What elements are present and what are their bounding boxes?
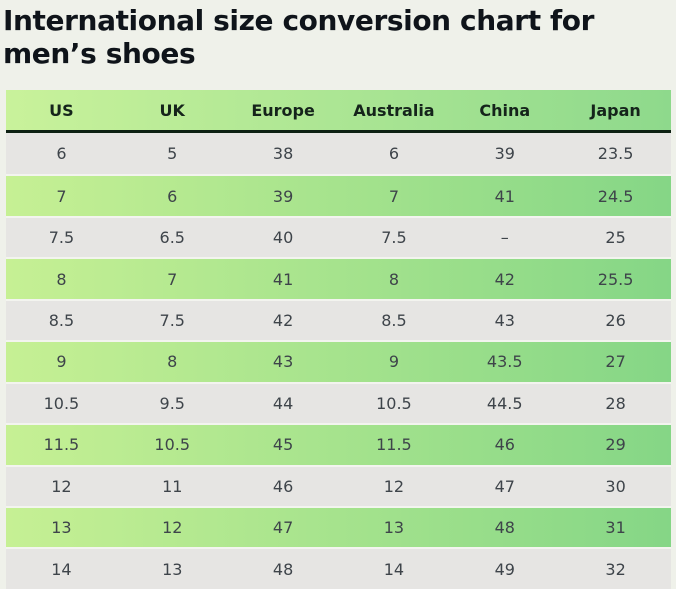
size-cell: 25: [605, 228, 626, 248]
table-row: 6 5 38 6 39 23.5: [6, 133, 671, 175]
size-cell: 9.5: [159, 393, 185, 413]
size-cell: 31: [605, 518, 626, 538]
column-header-us: US: [49, 100, 74, 120]
table-row: 11.5 10.5 45 11.5 46 29: [6, 423, 671, 465]
table-row: 12 11 46 12 47 30: [6, 464, 671, 506]
size-cell: 30: [605, 476, 626, 496]
size-cell: 7.5: [381, 228, 407, 248]
size-cell: 41: [272, 269, 294, 289]
page-title: International size conversion chart for …: [0, 0, 676, 70]
size-cell: 28: [605, 393, 626, 413]
size-cell: 12: [383, 476, 405, 496]
size-cell: 14: [51, 559, 72, 579]
size-cell: 7: [388, 186, 399, 206]
size-cell: 7: [167, 269, 178, 289]
size-cell: 38: [272, 144, 294, 164]
table-row: 8.5 7.5 42 8.5 43 26: [6, 298, 671, 341]
table-row: 7 6 39 7 41 24.5: [6, 174, 671, 216]
size-cell: 14: [383, 559, 405, 579]
size-cell: 25.5: [597, 269, 634, 289]
table-row: 10.5 9.5 44 10.5 44.5 28: [6, 381, 671, 424]
size-cell: 7.5: [159, 310, 185, 330]
column-header-china: China: [479, 100, 531, 120]
size-cell: 41: [494, 186, 515, 206]
size-cell: 9: [388, 352, 399, 372]
size-cell: 42: [494, 269, 515, 289]
page-title-line-1: International size conversion chart for: [3, 4, 595, 37]
size-cell: 46: [494, 435, 515, 455]
table-row: 13 12 47 13 48 31: [6, 505, 671, 548]
size-cell: 26: [605, 310, 626, 330]
size-cell: 11.5: [43, 435, 80, 455]
size-cell: 8.5: [48, 310, 75, 330]
size-cell: 43: [272, 352, 294, 372]
size-cell: 48: [494, 518, 515, 538]
size-cell: 12: [162, 518, 183, 538]
size-cell: 45: [272, 435, 294, 455]
size-cell: 39: [272, 186, 294, 206]
size-cell: 11.5: [376, 435, 412, 455]
page-title-line-2: men’s shoes: [3, 37, 196, 70]
size-cell: 7.5: [48, 228, 75, 248]
size-cell: 13: [51, 518, 72, 538]
column-header-australia: Australia: [353, 100, 435, 120]
size-cell: 29: [605, 435, 626, 455]
column-header-japan: Japan: [590, 100, 641, 120]
size-cell: 49: [494, 559, 515, 579]
table-header-row: US UK Europe Australia China Japan: [6, 90, 671, 133]
size-cell: 6: [56, 144, 67, 164]
size-cell: 10.5: [376, 393, 412, 413]
size-cell: –: [500, 228, 509, 248]
size-cell: 11: [162, 476, 183, 496]
size-cell: 47: [494, 476, 515, 496]
column-header-europe: Europe: [251, 100, 315, 120]
table-row: 14 13 48 14 49 32: [6, 547, 671, 589]
size-cell: 8: [167, 352, 178, 372]
size-cell: 10.5: [43, 393, 80, 413]
size-cell: 23.5: [597, 144, 634, 164]
size-cell: 13: [162, 559, 183, 579]
size-cell: 8.5: [381, 310, 407, 330]
size-cell: 48: [272, 559, 294, 579]
size-cell: 27: [605, 352, 626, 372]
size-cell: 9: [56, 352, 67, 372]
size-cell: 5: [167, 144, 178, 164]
size-cell: 47: [272, 518, 294, 538]
table-body: 6 5 38 6 39 23.5 7 6 39 7 41 24.5 7.5 6.5 40 7.5 – 25 8 7 41…: [6, 133, 671, 589]
table-row: 8 7 41 8 42 25.5: [6, 257, 671, 299]
table-row: 7.5 6.5 40 7.5 – 25: [6, 215, 671, 258]
size-cell: 8: [56, 269, 67, 289]
size-conversion-table: US UK Europe Australia China Japan 6 5 38 6 39 23.…: [6, 90, 671, 589]
size-cell: 7: [56, 186, 67, 206]
size-cell: 24.5: [597, 186, 634, 206]
size-cell: 13: [383, 518, 405, 538]
size-cell: 44.5: [486, 393, 523, 413]
size-cell: 44: [272, 393, 294, 413]
size-cell: 32: [605, 559, 626, 579]
column-header-uk: UK: [159, 100, 185, 120]
size-cell: 39: [494, 144, 515, 164]
size-cell: 46: [272, 476, 294, 496]
size-cell: 43.5: [486, 352, 523, 372]
table-row: 9 8 43 9 43.5 27: [6, 340, 671, 382]
size-cell: 6: [167, 186, 178, 206]
size-cell: 43: [494, 310, 515, 330]
size-cell: 6.5: [159, 228, 185, 248]
size-cell: 42: [272, 310, 294, 330]
size-cell: 8: [388, 269, 399, 289]
size-cell: 40: [272, 228, 294, 248]
size-cell: 10.5: [154, 435, 191, 455]
size-cell: 12: [51, 476, 72, 496]
size-cell: 6: [388, 144, 399, 164]
